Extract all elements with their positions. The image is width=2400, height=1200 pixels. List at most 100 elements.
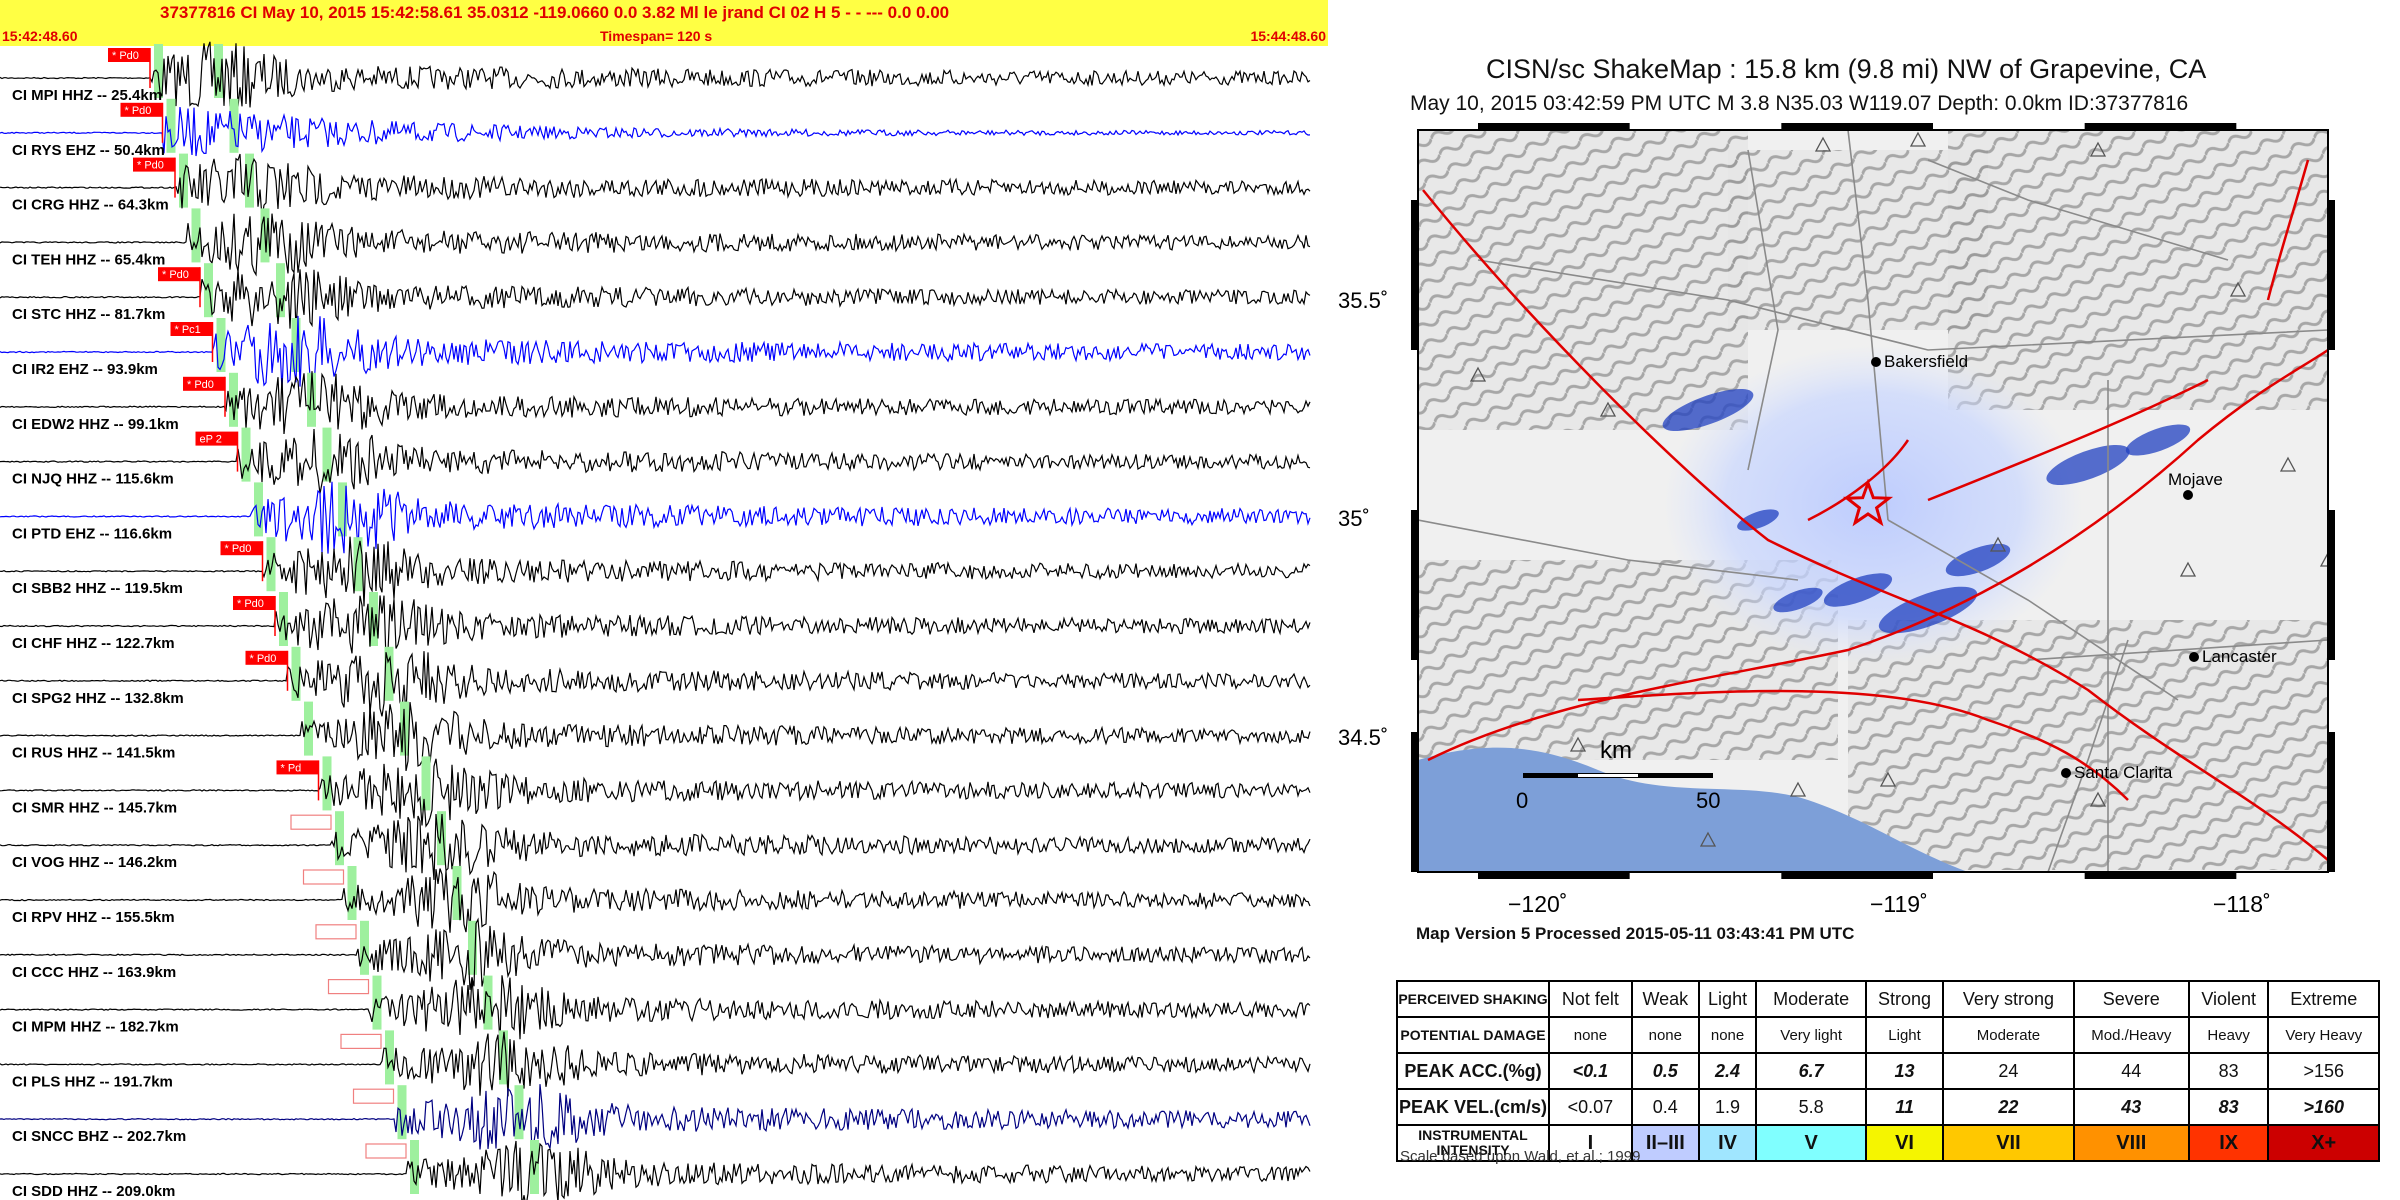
acc-cell: >156 [2267,1052,2380,1090]
waveform-trace [0,269,1311,330]
shakemap-title: CISN/sc ShakeMap : 15.8 km (9.8 mi) NW o… [1486,54,2207,84]
waveform-trace [0,1031,1311,1097]
station-label: CI IR2 EHZ -- 93.9km [12,361,158,378]
phase-marker [279,592,288,646]
intensity-patch [1773,587,1823,613]
phase-marker [335,811,344,866]
phase-marker [410,1140,419,1194]
frame-scale [2328,732,2335,872]
station-label: CI SBB2 HHZ -- 119.5km [12,580,183,597]
phase-marker [266,537,276,592]
phase-pick-box [315,924,357,940]
frame-scale [1411,510,1418,660]
phase-pick-label: * Pd0 [120,102,164,143]
waveform-trace [0,315,1311,390]
phase-pick-box [365,1143,407,1159]
shaking-cell: Severe [2072,980,2190,1018]
phase-marker [384,646,394,701]
legend-row-vel: PEAK VEL.(cm/s) <0.07 0.4 1.9 5.8 11 22 … [1396,1088,2380,1126]
phase-marker [338,482,347,537]
phase-marker [154,44,163,98]
acc-cell: 83 [2187,1052,2270,1090]
station-marker [1814,136,1832,152]
phase-marker [369,592,378,646]
pick-text: * Pd0 [237,598,264,610]
vel-cell: 5.8 [1755,1088,1867,1126]
event-header-line: 37377816 CI May 10, 2015 15:42:58.61 35.… [160,3,950,22]
frame-scale [2328,510,2335,660]
phase-pick-label: * Pd0 [133,157,176,198]
phase-marker [452,866,462,920]
shaking-cell: Extreme [2267,980,2380,1018]
acc-cell: 13 [1864,1052,1945,1090]
scalebar-zero: 0 [1516,788,1528,813]
city-dot [2061,768,2071,778]
phase-marker [483,975,493,1030]
phase-pick-label: eP 2 [195,431,239,472]
pick-text: * Pd0 [187,379,214,391]
waveform-trace [0,153,1311,219]
road-line [1477,259,2328,351]
legend-row-damage: POTENTIAL DAMAGE none none none Very lig… [1396,1016,2380,1054]
intensity-patch [1823,573,1893,607]
station-label: CI CRG HHZ -- 64.3km [12,197,169,214]
intensity-contour [1663,345,2083,665]
pick-text: * Pd0 [137,160,164,172]
frame-scale [1781,872,1933,879]
station-label: CI MPI HHZ -- 25.4km [12,87,162,104]
waveform-trace [0,975,1311,1042]
station-marker [1989,536,2007,552]
seismogram-header: 37377816 CI May 10, 2015 15:42:58.61 35.… [0,0,1328,46]
shaking-cell: Violent [2187,980,2270,1018]
terrain-relief [1728,150,1988,330]
pick-text: * Pc1 [175,324,201,336]
waveform-trace [0,595,1311,661]
pick-text: * Pd0 [112,50,139,62]
legend-label-vel: PEAK VEL.(cm/s) [1396,1088,1550,1126]
waveform-trace [0,1140,1311,1200]
acc-cell: 2.4 [1697,1052,1758,1090]
legend-label-intensity: INSTRUMENTAL INTENSITY [1396,1124,1550,1162]
legend-row-acc: PEAK ACC.(%g) <0.1 0.5 2.4 6.7 13 24 44 … [1396,1052,2380,1090]
frame-scale [2328,200,2335,350]
intensity-cell: VI [1864,1124,1945,1162]
station-marker [2279,456,2297,472]
pick-text: * Pd0 [125,105,152,117]
phase-marker [397,1085,407,1140]
phase-pick-label: * Pd0 [108,48,151,88]
map-version: Map Version 5 Processed 2015-05-11 03:43… [1416,924,1855,943]
intensity-cell: VIII [2072,1124,2190,1162]
shakemap-panel: CISN/sc ShakeMap : 15.8 km (9.8 mi) NW o… [1328,0,2400,1200]
terrain-relief [1848,620,2328,870]
terrain-relief [1948,130,2328,410]
pick-text: * Pd [281,762,302,774]
phase-marker [291,646,301,701]
station-label: CI MPM HHZ -- 182.7km [12,1019,179,1036]
ocean [1418,747,1968,872]
legend-label-shaking: PERCEIVED SHAKING [1396,980,1550,1018]
timespan-label: Timespan= 120 s [600,28,713,44]
road-line [1927,159,2229,261]
frame-scale [1411,200,1418,350]
frame-scale [2084,872,2237,879]
vel-cell: 1.9 [1697,1088,1758,1126]
station-marker [1599,401,1617,417]
waveform-trace [0,213,1311,277]
station-label: CI TEH HHZ -- 65.4km [12,251,165,268]
vel-cell: >160 [2267,1088,2380,1126]
station-label: CI RYS EHZ -- 50.4km [12,142,165,159]
intensity-cell: II–III [1630,1124,1700,1162]
legend-footnote: Scale based upon Wald, et al.; 1999 [1400,1148,1641,1165]
road-line [1847,130,1889,521]
waveform-trace [0,107,1311,157]
damage-cell: none [1630,1016,1700,1054]
phase-marker [307,372,316,427]
phase-pick-label: * Pc1 [170,322,214,362]
phase-marker [254,482,263,537]
station-label: CI CHF HHZ -- 122.7km [12,635,175,652]
city-label: Bakersfield [1884,352,1968,371]
shakemap-subtitle: May 10, 2015 03:42:59 PM UTC M 3.8 N35.0… [1410,92,2189,115]
damage-cell: none [1697,1016,1758,1054]
fault-line [1427,348,2328,762]
fault-line [1577,689,2129,801]
